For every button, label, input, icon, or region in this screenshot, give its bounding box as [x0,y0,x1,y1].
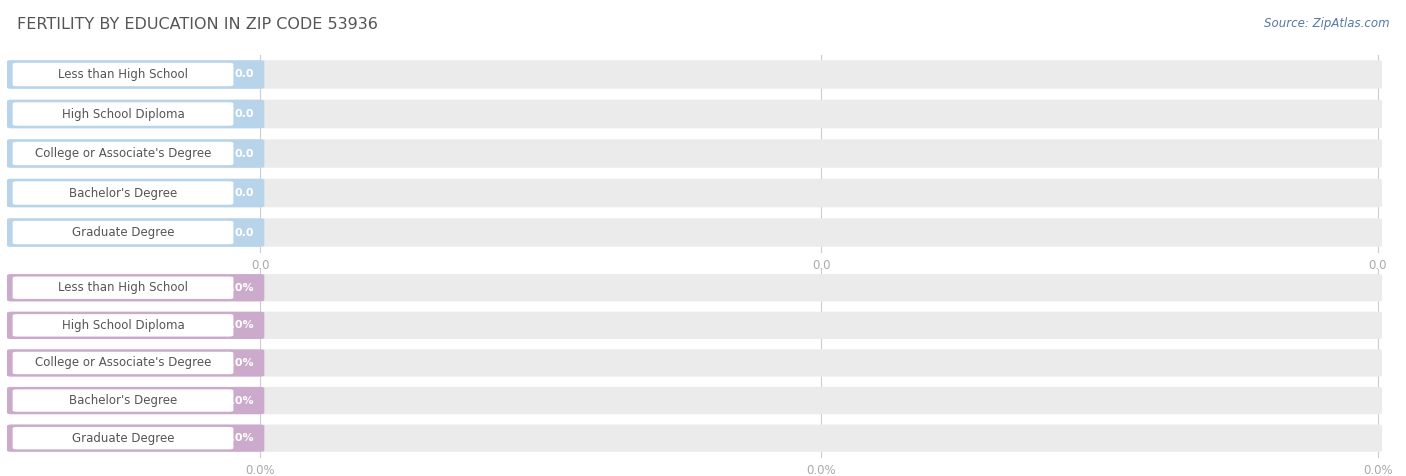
Text: Bachelor's Degree: Bachelor's Degree [69,394,177,407]
Text: 0.0: 0.0 [235,188,254,198]
Text: 0.0%: 0.0% [224,358,254,368]
FancyBboxPatch shape [13,389,233,412]
FancyBboxPatch shape [13,63,233,86]
FancyBboxPatch shape [13,181,233,205]
FancyBboxPatch shape [7,425,1382,452]
FancyBboxPatch shape [13,427,233,449]
Text: 0.0%: 0.0% [224,283,254,293]
Text: 0.0: 0.0 [235,109,254,119]
FancyBboxPatch shape [7,60,1382,89]
Text: Bachelor's Degree: Bachelor's Degree [69,187,177,199]
FancyBboxPatch shape [13,102,233,126]
Text: 0.0%: 0.0% [224,320,254,330]
FancyBboxPatch shape [7,218,264,247]
FancyBboxPatch shape [7,349,1382,377]
FancyBboxPatch shape [7,387,1382,414]
Text: High School Diploma: High School Diploma [62,319,184,332]
Text: 0.0: 0.0 [811,259,831,272]
FancyBboxPatch shape [7,139,1382,168]
FancyBboxPatch shape [7,312,264,339]
Text: 0.0: 0.0 [235,228,254,238]
FancyBboxPatch shape [7,425,264,452]
Text: 0.0%: 0.0% [224,433,254,443]
FancyBboxPatch shape [7,179,264,207]
Text: 0.0%: 0.0% [245,464,276,476]
FancyBboxPatch shape [13,277,233,299]
FancyBboxPatch shape [7,218,1382,247]
FancyBboxPatch shape [7,139,264,168]
Text: Graduate Degree: Graduate Degree [72,226,174,239]
Text: High School Diploma: High School Diploma [62,108,184,120]
FancyBboxPatch shape [13,314,233,337]
FancyBboxPatch shape [7,100,1382,128]
Text: Source: ZipAtlas.com: Source: ZipAtlas.com [1264,17,1389,30]
Text: 0.0: 0.0 [250,259,270,272]
FancyBboxPatch shape [7,100,264,128]
Text: FERTILITY BY EDUCATION IN ZIP CODE 53936: FERTILITY BY EDUCATION IN ZIP CODE 53936 [17,17,378,32]
Text: Graduate Degree: Graduate Degree [72,432,174,445]
Text: 0.0%: 0.0% [1362,464,1393,476]
Text: Less than High School: Less than High School [58,281,188,294]
FancyBboxPatch shape [7,312,1382,339]
FancyBboxPatch shape [7,179,1382,207]
Text: 0.0%: 0.0% [224,396,254,406]
Text: Less than High School: Less than High School [58,68,188,81]
FancyBboxPatch shape [7,60,264,89]
Text: 0.0: 0.0 [235,149,254,159]
FancyBboxPatch shape [7,387,264,414]
Text: 0.0: 0.0 [1368,259,1388,272]
Text: 0.0: 0.0 [235,69,254,79]
Text: 0.0%: 0.0% [806,464,837,476]
FancyBboxPatch shape [7,349,264,377]
Text: College or Associate's Degree: College or Associate's Degree [35,147,211,160]
Text: College or Associate's Degree: College or Associate's Degree [35,357,211,369]
FancyBboxPatch shape [7,274,1382,301]
FancyBboxPatch shape [7,274,264,301]
FancyBboxPatch shape [13,142,233,165]
FancyBboxPatch shape [13,352,233,374]
FancyBboxPatch shape [13,221,233,244]
